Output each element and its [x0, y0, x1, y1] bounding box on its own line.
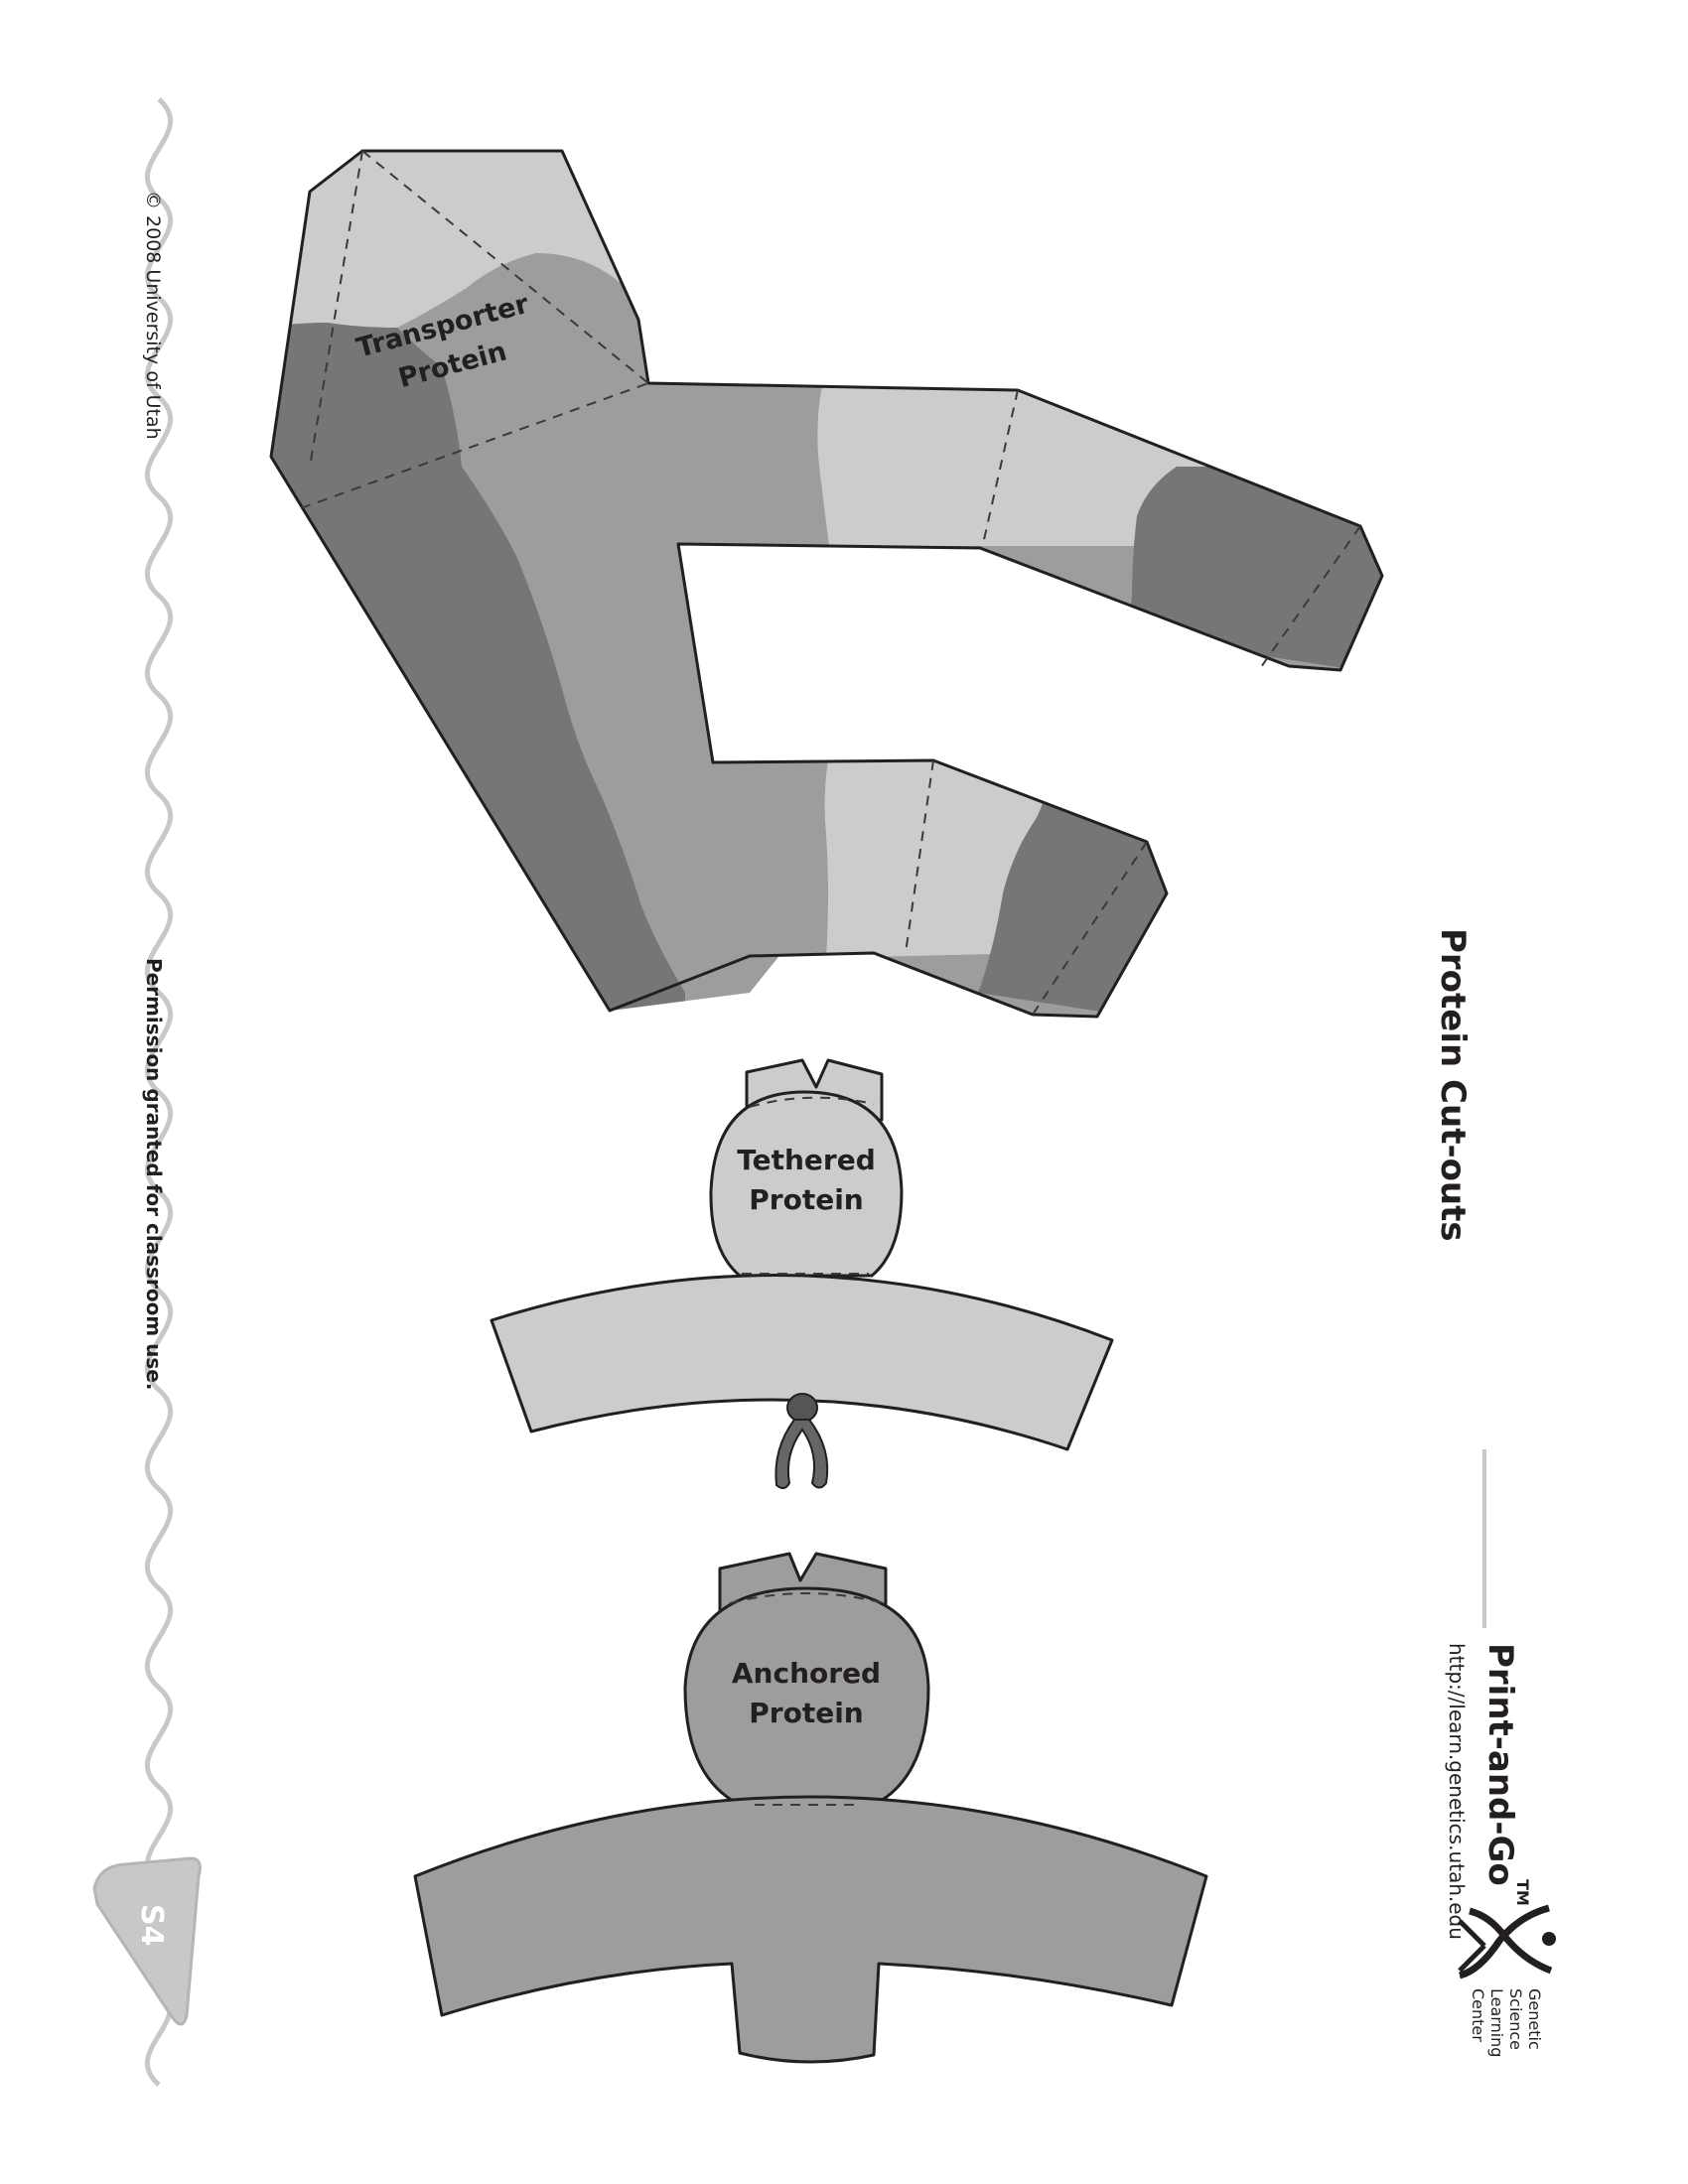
lipid-anchor-icon: [774, 1393, 829, 1489]
anchored-label-line1: Anchored: [732, 1657, 881, 1690]
tethered-label-line2: Protein: [749, 1183, 863, 1216]
page-title: Protein Cut-outs: [1433, 928, 1473, 1242]
tethered-protein-cutout[interactable]: Tethered Protein: [490, 1058, 1114, 1489]
tethered-label-line1: Tethered: [737, 1144, 876, 1176]
org-line-3: Learning: [1487, 1988, 1506, 2057]
series-mark: TM: [1513, 1879, 1532, 1906]
series-name: Print-and-Go: [1480, 1643, 1520, 1886]
anchored-protein-cutout[interactable]: Anchored Protein: [413, 1552, 1208, 2064]
page-number: S4: [134, 1904, 169, 1946]
org-line-4: Center: [1469, 1988, 1487, 2042]
page-number-tab: S4: [92, 1856, 202, 2026]
org-line-1: Genetic: [1525, 1988, 1544, 2050]
transporter-protein-cutout[interactable]: Transporter Protein: [258, 139, 1390, 1032]
wavy-cut-line: [144, 97, 174, 2087]
copyright-text: © 2008 University of Utah: [142, 191, 164, 440]
anchored-label-line2: Protein: [749, 1697, 863, 1729]
site-url: http://learn.genetics.utah.edu: [1445, 1643, 1469, 1940]
org-line-2: Science: [1506, 1988, 1525, 2050]
permission-text: Permission granted for classroom use.: [142, 958, 166, 1390]
dna-figure-icon: [1458, 1904, 1556, 1979]
